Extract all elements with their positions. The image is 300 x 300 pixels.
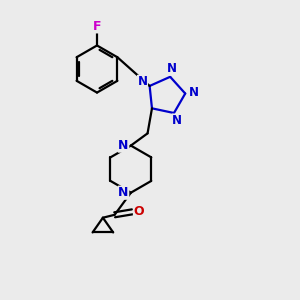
Text: F: F [93,20,101,33]
Text: N: N [172,114,182,127]
Text: N: N [167,62,177,75]
Text: O: O [134,205,144,218]
Text: N: N [137,75,148,88]
Text: N: N [188,86,198,99]
Text: N: N [118,139,129,152]
Text: N: N [118,186,129,199]
